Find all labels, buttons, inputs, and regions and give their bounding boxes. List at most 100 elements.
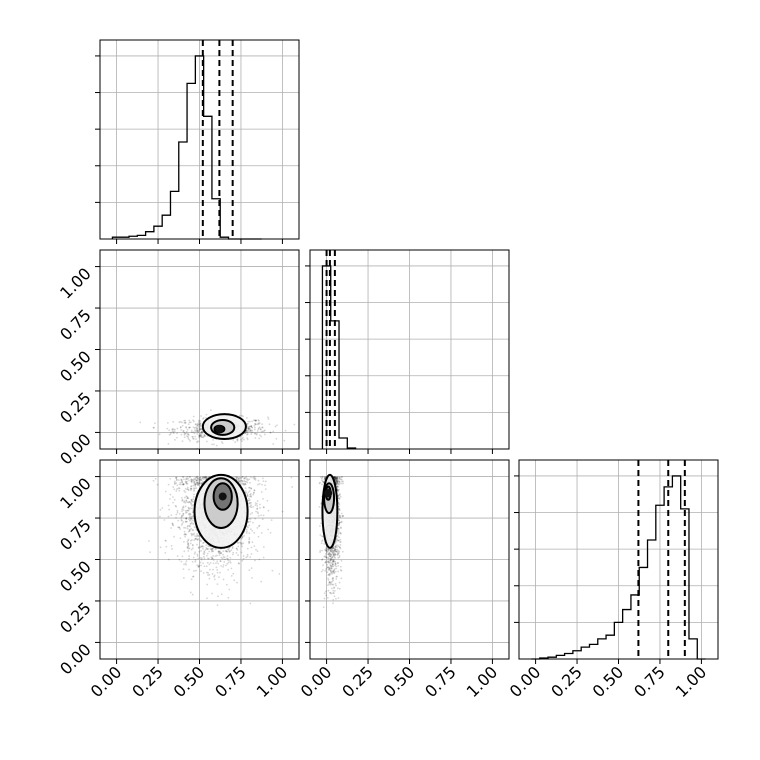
sample-point [246,431,249,434]
sample-point [335,476,337,479]
sample-point [211,592,214,595]
sample-point [201,436,204,439]
sample-point [336,485,339,488]
sample-point [211,547,214,550]
sample-point [189,518,192,521]
sample-point [337,565,340,567]
sample-point [245,556,248,559]
sample-point [335,476,338,479]
sample-point [338,480,341,483]
sample-point [184,421,187,424]
sample-point [204,549,207,551]
sample-point [247,499,250,502]
sample-point [337,522,340,525]
sample-point [238,414,241,417]
sample-point [196,475,199,478]
sample-point [203,434,206,437]
sample-point [336,539,339,542]
sample-point [200,479,203,482]
sample-point [206,440,208,443]
y-tick-label: 0.00 [56,430,95,469]
sample-point [176,484,179,487]
sample-point [258,482,261,485]
sample-point [192,487,195,490]
sample-point [245,491,247,494]
sample-point [187,489,190,491]
sample-point [342,514,345,517]
sample-point [337,539,340,542]
sample-point [198,435,201,437]
sample-point [246,494,249,496]
sample-point [254,423,257,426]
sample-point [333,549,336,552]
sample-point [334,570,337,573]
sample-point [185,426,187,428]
sample-point [334,553,337,556]
sample-point [324,561,327,564]
sample-point [200,481,203,484]
sample-point [337,479,340,482]
sample-point [247,425,250,428]
sample-point [204,476,207,479]
sample-point [323,597,326,600]
sample-point [246,433,249,436]
sample-point [200,428,203,430]
sample-point [173,482,176,484]
sample-point [194,535,197,537]
sample-point [333,560,336,563]
sample-point [149,551,151,554]
sample-point [195,423,197,426]
sample-point [333,476,336,479]
sample-point [340,476,343,479]
sample-point [246,417,248,419]
sample-point [236,439,239,442]
sample-point [231,546,234,548]
sample-point [199,476,202,479]
sample-point [336,479,339,482]
sample-point [333,553,335,556]
sample-point [176,427,179,430]
sample-point [240,477,243,479]
sample-point [217,595,219,598]
sample-point [198,423,201,426]
sample-point [191,504,193,507]
sample-point [185,430,188,433]
sample-point [337,587,339,590]
sample-point [329,555,332,558]
sample-point [189,501,191,504]
sample-point [173,498,176,501]
sample-point [336,544,339,547]
sample-point [187,545,189,548]
sample-point [256,423,259,426]
sample-point [229,556,232,559]
sample-point [328,553,331,556]
sample-point [330,567,333,570]
sample-point [191,500,193,503]
sample-point [237,545,240,548]
sample-point [271,569,274,572]
sample-point [246,429,249,432]
sample-point [192,575,194,578]
sample-point [334,550,337,553]
sample-point [328,548,330,551]
sample-point [213,578,216,581]
sample-point [183,432,186,435]
sample-point [190,516,193,518]
sample-point [335,597,337,600]
sample-point [173,488,176,491]
sample-point [337,486,340,488]
sample-point [198,435,201,438]
sample-point [222,578,225,581]
sample-point [227,547,230,550]
sample-point [190,498,193,501]
sample-point [188,557,190,560]
sample-point [203,553,206,556]
sample-point [184,487,187,490]
x-tick-label: 0.75 [421,662,460,701]
sample-point [199,477,201,480]
sample-point [333,572,336,575]
hist-panel-0-frame [99,39,300,240]
sample-point [182,476,185,478]
sample-point [322,480,325,483]
sample-point [240,542,243,545]
